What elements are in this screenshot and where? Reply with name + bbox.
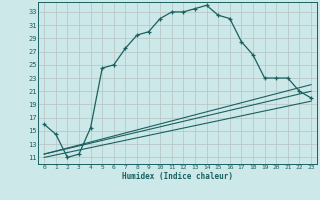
X-axis label: Humidex (Indice chaleur): Humidex (Indice chaleur)	[122, 172, 233, 181]
